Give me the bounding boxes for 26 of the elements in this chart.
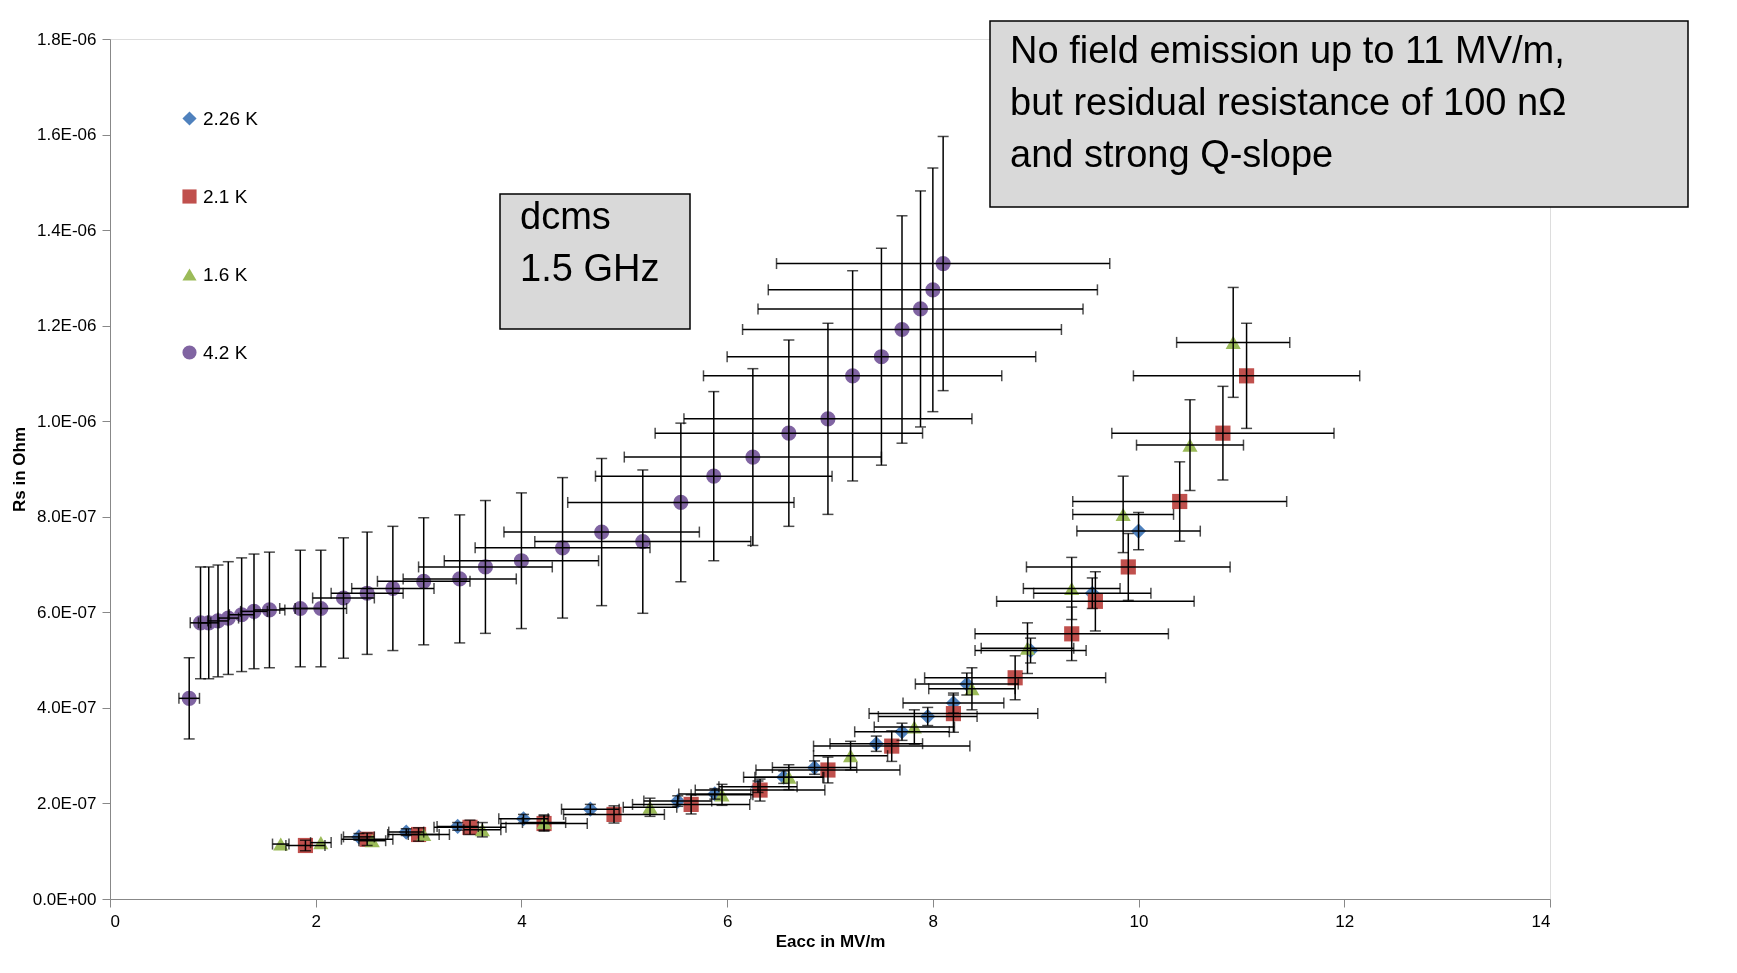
x-tick-label: 14 bbox=[1531, 911, 1551, 931]
x-tick-label: 0 bbox=[110, 911, 120, 931]
y-tick-label: 0.0E+00 bbox=[32, 889, 97, 909]
x-tick-label: 6 bbox=[722, 911, 733, 931]
annotation: No field emission up to 11 MV/m, but residual resistance of 100 nΩ and strong Q-slope bbox=[1010, 29, 1567, 175]
y-axis-title: Rs in Ohm bbox=[9, 426, 29, 513]
y-tick-label: 1.2E-06 bbox=[36, 316, 97, 336]
x-tick-label: 10 bbox=[1129, 911, 1149, 931]
y-tick-label: 1.0E-06 bbox=[36, 411, 97, 431]
y-tick-label: 8.0E-07 bbox=[36, 507, 97, 527]
y-tick-label: 2.0E-07 bbox=[36, 793, 97, 813]
x-tick-label: 2 bbox=[311, 911, 321, 931]
legend-label: 1.6 K bbox=[203, 263, 248, 285]
x-tick-label: 8 bbox=[928, 911, 939, 931]
y-tick-label: 6.0E-07 bbox=[36, 602, 97, 622]
legend-label: 2.1 K bbox=[203, 185, 248, 207]
x-axis-title: Eacc in MV/m bbox=[775, 931, 886, 951]
y-tick-label: 1.8E-06 bbox=[36, 29, 97, 49]
y-tick-label: 1.4E-06 bbox=[36, 220, 97, 240]
y-tick-label: 4.0E-07 bbox=[36, 698, 97, 718]
legend-label: 4.2 K bbox=[203, 341, 248, 363]
legend-label: 2.26 K bbox=[203, 107, 259, 129]
y-tick-label: 1.6E-06 bbox=[36, 125, 97, 145]
x-tick-label: 12 bbox=[1335, 911, 1355, 931]
x-tick-label: 4 bbox=[517, 911, 527, 931]
annotation: dcms 1.5 GHz bbox=[520, 195, 660, 289]
